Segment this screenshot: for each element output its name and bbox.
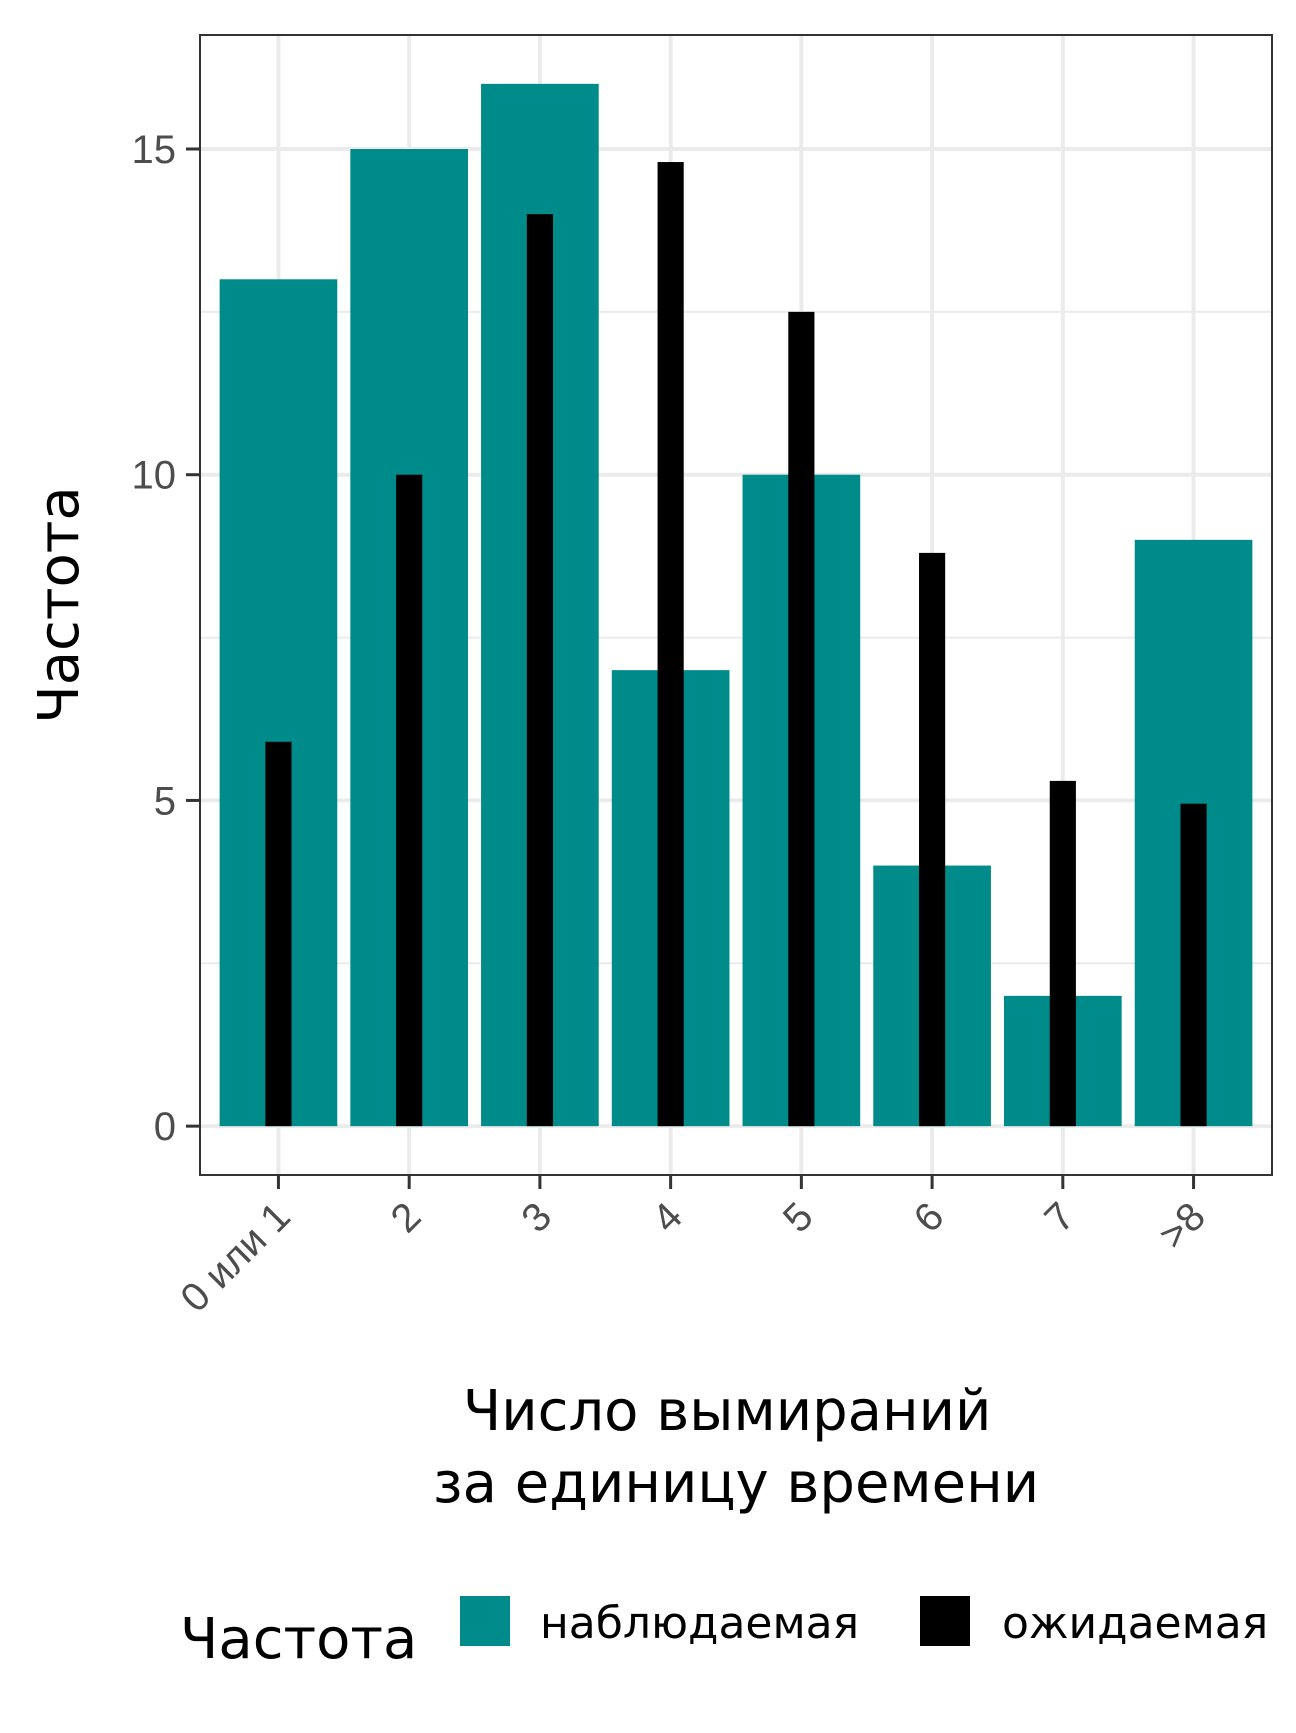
x-tick-label: 0 или 1 <box>172 1194 298 1320</box>
bar-expected <box>919 552 946 1127</box>
panel-border <box>199 34 1273 1176</box>
bar-expected <box>1180 803 1207 1127</box>
x-tick-label: 7 <box>1036 1194 1083 1241</box>
bar-expected <box>265 741 292 1127</box>
bar-expected <box>1049 780 1076 1127</box>
x-tick-label: 3 <box>513 1194 560 1241</box>
x-axis-title-line-1: Число вымираний <box>463 1379 992 1444</box>
bar-expected <box>396 474 423 1127</box>
legend-title: Частота <box>180 1607 417 1672</box>
x-tick-label: 2 <box>383 1194 430 1241</box>
legend-label-observed: наблюдаемая <box>540 1598 859 1649</box>
legend-label-expected: ожидаемая <box>1002 1598 1268 1649</box>
x-tick-label: >8 <box>1151 1194 1214 1257</box>
legend: Частота наблюдаемая ожидаемая <box>180 1596 1268 1672</box>
legend-swatch-observed <box>460 1596 510 1646</box>
legend-swatch-expected <box>920 1596 970 1646</box>
x-tick-label: 6 <box>906 1194 953 1241</box>
y-tick-label: 5 <box>154 779 176 823</box>
bar-expected <box>657 162 684 1127</box>
x-axis-title: Число вымираний за единицу времени <box>433 1379 1039 1516</box>
x-tick-label: 4 <box>644 1194 691 1241</box>
y-tick-label: 10 <box>132 454 177 498</box>
y-tick-label: 0 <box>154 1105 176 1149</box>
bar-expected <box>788 311 815 1127</box>
bar-expected <box>526 214 553 1127</box>
bars <box>219 83 1253 1127</box>
x-tick-label: 5 <box>775 1194 822 1241</box>
y-axis-title: Частота <box>27 486 92 723</box>
x-axis-title-line-2: за единицу времени <box>433 1451 1039 1516</box>
y-tick-label: 15 <box>132 128 177 172</box>
